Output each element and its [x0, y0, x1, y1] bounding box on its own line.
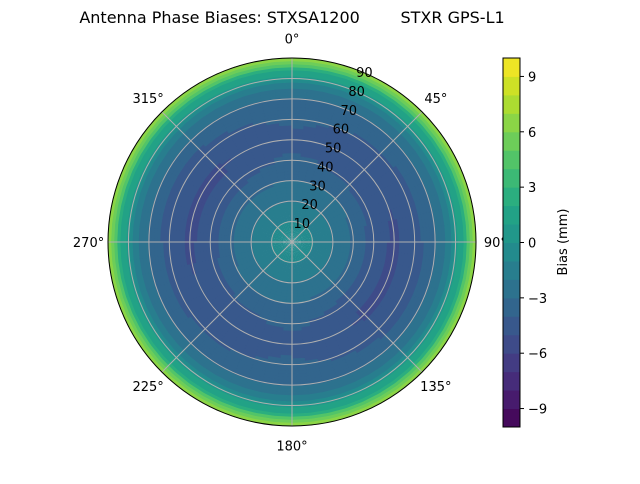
colorbar-band [503, 58, 520, 77]
colorbar-band [503, 187, 520, 206]
colorbar-band [503, 132, 520, 151]
radial-tick-label: 10 [294, 217, 311, 232]
radial-tick-label: 40 [317, 160, 334, 175]
colorbar-band [503, 316, 520, 335]
radial-tick-label: 90 [356, 66, 373, 81]
polar-grid [108, 58, 476, 426]
colorbar-tick-label: 3 [528, 181, 536, 196]
angular-tick-label: 180° [276, 439, 307, 454]
angular-tick-label: 225° [132, 380, 163, 395]
colorbar-band [503, 298, 520, 317]
colorbar-band [503, 243, 520, 262]
angular-tick-label: 45° [424, 92, 447, 107]
colorbar-band [503, 261, 520, 280]
radial-tick-label: 70 [340, 104, 357, 119]
angular-tick-label: 270° [73, 236, 104, 251]
colorbar-tick-label: 0 [528, 237, 536, 252]
colorbar-band [503, 279, 520, 298]
colorbar-band [503, 335, 520, 354]
colorbar-band [503, 409, 520, 428]
radial-tick-label: 50 [325, 142, 342, 157]
angular-tick-label: 315° [132, 92, 163, 107]
colorbar-band [503, 113, 520, 132]
radial-tick-label: 80 [348, 85, 365, 100]
angular-tick-label: 135° [420, 380, 451, 395]
radial-tick-label: 30 [309, 179, 326, 194]
radial-tick-label: 20 [301, 198, 318, 213]
colorbar-band [503, 95, 520, 114]
colorbar-tick-label: −6 [528, 347, 547, 362]
radial-tick-label: 60 [333, 123, 350, 138]
colorbar-tick-label: 9 [528, 70, 536, 85]
colorbar-band [503, 76, 520, 95]
colorbar-band [503, 372, 520, 391]
colorbar-band [503, 390, 520, 409]
colorbar-tick-label: −3 [528, 292, 547, 307]
colorbar-tick-label: 6 [528, 126, 536, 141]
colorbar-band [503, 224, 520, 243]
colorbar-band [503, 169, 520, 188]
colorbar: 9 6 3 0 −3 −6 −9 [503, 58, 547, 428]
chart-title: Antenna Phase Biases: STXSA1200 STXR GPS… [79, 8, 504, 27]
colorbar-band [503, 206, 520, 225]
colorbar-band [503, 150, 520, 169]
angular-tick-label: 0° [285, 33, 300, 48]
colorbar-band [503, 353, 520, 372]
colorbar-tick-label: −9 [528, 403, 547, 418]
colorbar-label: Bias (mm) [556, 209, 571, 276]
